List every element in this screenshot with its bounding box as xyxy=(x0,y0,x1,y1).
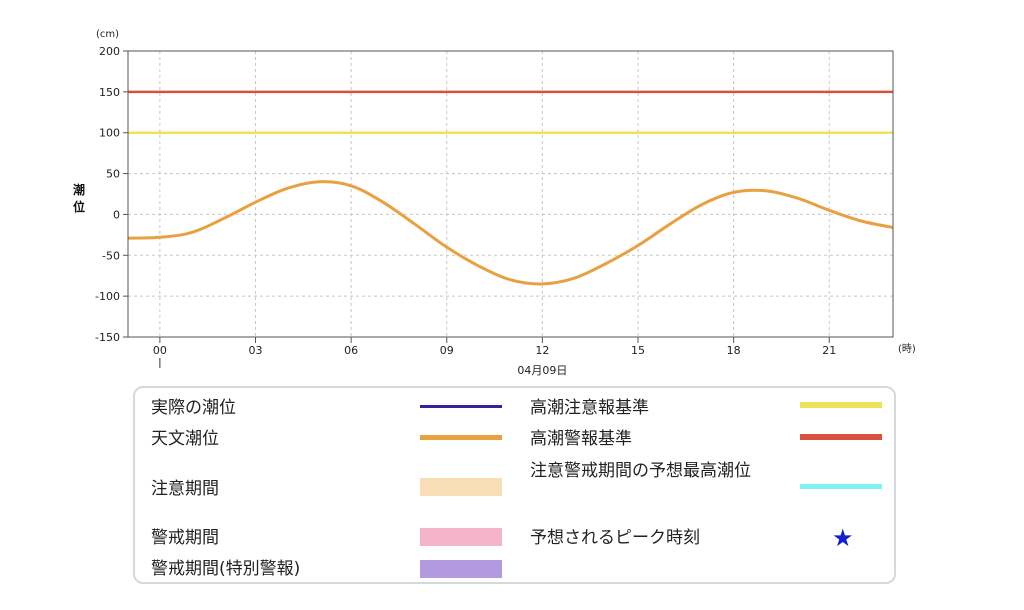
legend-label-caution-period: 注意期間 xyxy=(151,479,219,499)
data-point xyxy=(318,181,320,183)
legend-swatch-forecast-max-tide xyxy=(800,484,882,489)
legend-swatch-actual-tide xyxy=(420,405,502,408)
legend-label-warning-period: 警戒期間 xyxy=(151,528,219,548)
series-line-astronomical-tide xyxy=(127,180,894,286)
data-point xyxy=(286,187,288,189)
tide-chart: 200 150 100 50 0 -50 -100 -150 00 03 06 09 12 15 18 21… xyxy=(73,29,916,377)
reference-lines xyxy=(128,90,893,134)
data-point xyxy=(191,231,193,234)
data-point xyxy=(605,262,607,265)
legend-label-special-warning-period: 警戒期間(特別警報) xyxy=(151,559,301,579)
y-tick-label: 100 xyxy=(99,127,120,140)
data-point xyxy=(828,209,830,211)
plot-frame xyxy=(127,50,894,338)
data-point xyxy=(509,279,512,281)
data-point xyxy=(796,197,798,199)
x-axis-unit: (時) xyxy=(898,343,916,355)
y-tick-label: 0 xyxy=(113,208,120,221)
data-point xyxy=(382,201,384,203)
x-axis-ticks: 00 03 06 09 12 15 18 21 xyxy=(153,337,836,368)
legend-label-high-tide-warning: 高潮警報基準 xyxy=(530,429,632,449)
x-tick-label: 03 xyxy=(249,344,263,357)
y-tick-label: -150 xyxy=(95,331,120,344)
y-tick-label: -100 xyxy=(95,290,120,303)
x-tick-label: 00 xyxy=(153,344,167,357)
y-axis-ticks: 200 150 100 50 0 -50 -100 -150 xyxy=(95,45,128,344)
x-tick-label: 15 xyxy=(631,344,645,357)
legend-swatch-astronomical-tide xyxy=(420,435,502,440)
legend-label-forecast-peak-time: 予想されるピーク時刻 xyxy=(530,528,700,548)
legend-label-forecast-max-tide: 注意警戒期間の予想最高潮位 xyxy=(530,461,751,481)
y-tick-label: -50 xyxy=(102,249,120,262)
x-tick-label: 09 xyxy=(440,344,454,357)
x-tick-label: 21 xyxy=(822,344,836,357)
data-point xyxy=(350,185,352,187)
y-tick-label: 150 xyxy=(99,86,120,99)
data-point xyxy=(701,204,703,206)
data-point xyxy=(478,265,480,267)
data-point xyxy=(446,246,448,248)
legend-label-actual-tide: 実際の潮位 xyxy=(151,398,236,418)
legend-label-high-tide-advisory: 高潮注意報基準 xyxy=(530,398,649,418)
legend-swatch-high-tide-warning xyxy=(800,434,882,440)
legend-swatch-caution-period xyxy=(420,478,502,496)
legend-swatch-high-tide-advisory xyxy=(800,402,882,408)
legend-swatch-warning-period xyxy=(420,528,502,546)
y-axis-unit: (cm) xyxy=(96,29,119,40)
x-tick-label: 06 xyxy=(344,344,358,357)
y-tick-label: 200 xyxy=(99,45,120,58)
series-layer xyxy=(127,180,894,286)
data-point xyxy=(159,236,161,238)
data-point xyxy=(223,217,225,220)
data-point xyxy=(541,283,543,285)
y-tick-label: 50 xyxy=(106,168,120,181)
data-point xyxy=(637,244,639,247)
y-axis-label-char: 潮 xyxy=(73,182,85,197)
legend-swatch-special-warning-period xyxy=(420,560,502,578)
data-point xyxy=(860,220,862,222)
date-label: 04月09日 xyxy=(517,364,567,377)
data-point xyxy=(414,223,416,225)
data-point xyxy=(669,223,671,225)
y-axis-label: 潮位 xyxy=(73,182,85,214)
data-point xyxy=(254,201,257,203)
legend: 実際の潮位 天文潮位 注意期間 警戒期間 警戒期間(特別警報) 高潮注意報基準 … xyxy=(133,386,896,584)
x-tick-label: 18 xyxy=(727,344,741,357)
data-point xyxy=(733,191,735,193)
y-axis-label-char: 位 xyxy=(73,199,85,214)
data-point xyxy=(764,190,767,192)
star-icon: ★ xyxy=(832,524,854,552)
data-point xyxy=(573,277,575,279)
x-tick-label: 12 xyxy=(535,344,549,357)
legend-label-astronomical-tide: 天文潮位 xyxy=(151,429,219,449)
